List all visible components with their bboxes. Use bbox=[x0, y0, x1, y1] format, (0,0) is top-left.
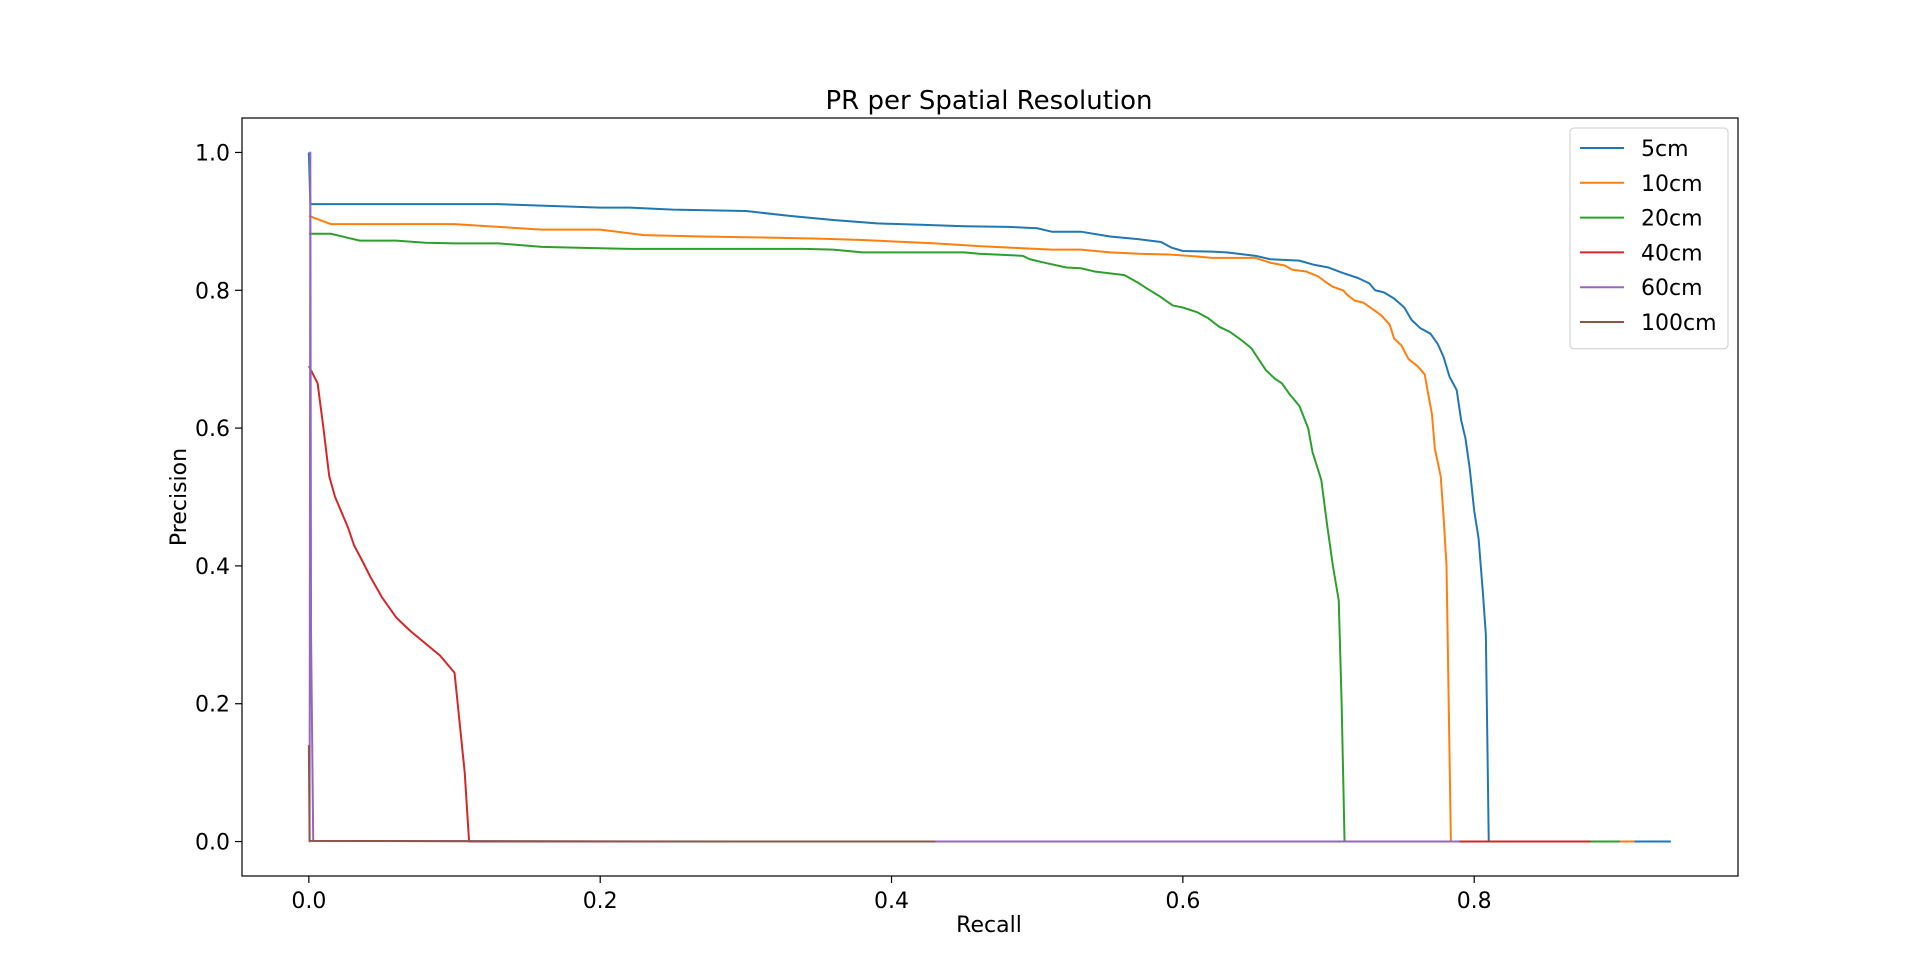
x-tick-label: 0.8 bbox=[1457, 889, 1492, 914]
series-line-5cm bbox=[307, 152, 1671, 843]
y-tick-label: 0.0 bbox=[195, 831, 230, 856]
series-layer bbox=[307, 151, 1671, 843]
x-tick-label: 0.4 bbox=[874, 889, 909, 914]
series-line-60cm bbox=[308, 151, 1460, 843]
legend-label-60cm: 60cm bbox=[1641, 276, 1703, 301]
y-tick-label: 0.2 bbox=[195, 693, 230, 718]
series-line-20cm bbox=[308, 232, 1620, 843]
x-axis-label: Recall bbox=[956, 913, 1022, 938]
x-tick-label: 0.6 bbox=[1165, 889, 1200, 914]
y-tick-label: 0.4 bbox=[195, 555, 230, 580]
series-line-10cm bbox=[308, 214, 1635, 843]
y-tick-label: 1.0 bbox=[195, 141, 230, 166]
series-line-100cm bbox=[307, 745, 936, 843]
legend: 5cm 10cm 20cm 40cm 60cm 100cm bbox=[1569, 127, 1729, 350]
legend-label-10cm: 10cm bbox=[1641, 172, 1703, 197]
legend-label-100cm: 100cm bbox=[1641, 311, 1717, 336]
legend-label-20cm: 20cm bbox=[1641, 207, 1703, 232]
chart-title: PR per Spatial Resolution bbox=[825, 86, 1152, 116]
y-axis: 0.0 0.2 0.4 0.6 0.8 1.0 bbox=[195, 141, 242, 856]
plot-frame bbox=[241, 117, 1739, 877]
y-tick-label: 0.8 bbox=[195, 279, 230, 304]
x-tick-label: 0.2 bbox=[583, 889, 618, 914]
x-axis: 0.0 0.2 0.4 0.6 0.8 bbox=[291, 876, 1492, 914]
x-tick-label: 0.0 bbox=[291, 889, 326, 914]
y-tick-label: 0.6 bbox=[195, 417, 230, 442]
y-axis-label: Precision bbox=[167, 448, 192, 546]
legend-label-40cm: 40cm bbox=[1641, 241, 1703, 266]
legend-label-5cm: 5cm bbox=[1641, 137, 1689, 162]
series-line-40cm bbox=[307, 365, 1591, 843]
